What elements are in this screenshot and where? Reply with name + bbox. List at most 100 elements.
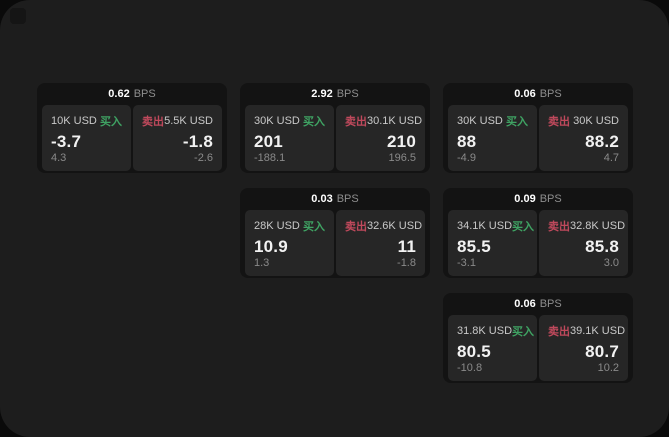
buy-amount-label: 28K USD	[254, 220, 300, 232]
card-body: 34.1K USD 买入 85.5 -3.1 卖出 32.8K USD 85.8…	[443, 210, 633, 281]
card-header: 0.03 BPS	[240, 188, 430, 210]
card-header: 0.62 BPS	[37, 83, 227, 105]
sell-panel-top: 卖出 5.5K USD	[142, 113, 213, 129]
bps-value: 0.06	[514, 88, 536, 100]
sell-amount-label: 30.1K USD	[367, 115, 423, 127]
buy-panel-top: 30K USD 买入	[457, 113, 528, 129]
bps-suffix-label: BPS	[336, 88, 359, 100]
buy-side-label: 买入	[303, 221, 325, 233]
sell-amount-label: 39.1K USD	[570, 325, 626, 337]
sell-panel[interactable]: 卖出 39.1K USD 80.7 10.2	[539, 315, 628, 381]
sell-side-label: 卖出	[345, 116, 367, 128]
sell-panel[interactable]: 卖出 32.8K USD 85.8 3.0	[539, 210, 628, 276]
buy-amount-label: 30K USD	[457, 115, 503, 127]
sell-panel[interactable]: 卖出 32.6K USD 11 -1.8	[336, 210, 425, 276]
buy-panel-top: 10K USD 买入	[51, 113, 122, 129]
bps-suffix-label: BPS	[539, 298, 562, 310]
buy-amount-label: 30K USD	[254, 115, 300, 127]
buy-side-label: 买入	[100, 116, 122, 128]
buy-panel[interactable]: 10K USD 买入 -3.7 4.3	[42, 105, 131, 171]
bps-value: 2.92	[311, 88, 333, 100]
sell-delta: 196.5	[388, 152, 416, 164]
bps-value: 0.09	[514, 193, 536, 205]
quote-card: 0.06 BPS 30K USD 买入 88 -4.9 卖出 30K USD 8…	[443, 83, 633, 173]
buy-panel[interactable]: 30K USD 买入 88 -4.9	[448, 105, 537, 171]
sell-side-label: 卖出	[548, 326, 570, 338]
buy-delta: -10.8	[457, 362, 483, 374]
buy-amount-label: 31.8K USD	[457, 325, 513, 337]
buy-price: 10.9	[254, 237, 288, 256]
card-body: 30K USD 买入 88 -4.9 卖出 30K USD 88.2 4.7	[443, 105, 633, 176]
buy-panel-top: 31.8K USD 买入	[457, 323, 534, 339]
buy-price: 88	[457, 132, 477, 151]
sell-panel[interactable]: 卖出 30K USD 88.2 4.7	[539, 105, 628, 171]
buy-panel-top: 28K USD 买入	[254, 218, 325, 234]
buy-delta: -188.1	[254, 152, 286, 164]
bps-suffix-label: BPS	[133, 88, 156, 100]
quote-card: 0.09 BPS 34.1K USD 买入 85.5 -3.1 卖出 32.8K…	[443, 188, 633, 278]
sell-price: -1.8	[182, 132, 213, 151]
buy-side-label: 买入	[506, 116, 528, 128]
quote-card: 0.62 BPS 10K USD 买入 -3.7 4.3 卖出 5.5K USD…	[37, 83, 227, 173]
sell-panel-top: 卖出 30.1K USD	[345, 113, 422, 129]
bps-value: 0.62	[108, 88, 130, 100]
sell-delta: 10.2	[597, 362, 619, 374]
card-body: 10K USD 买入 -3.7 4.3 卖出 5.5K USD -1.8 -2.…	[37, 105, 227, 176]
bps-suffix-label: BPS	[539, 193, 562, 205]
buy-panel-top: 30K USD 买入	[254, 113, 325, 129]
buy-panel[interactable]: 28K USD 买入 10.9 1.3	[245, 210, 334, 276]
bps-suffix-label: BPS	[336, 193, 359, 205]
sell-panel[interactable]: 卖出 5.5K USD -1.8 -2.6	[133, 105, 222, 171]
sell-amount-label: 5.5K USD	[164, 115, 213, 127]
buy-amount-label: 34.1K USD	[457, 220, 513, 232]
buy-side-label: 买入	[303, 116, 325, 128]
quote-card: 2.92 BPS 30K USD 买入 201 -188.1 卖出 30.1K …	[240, 83, 430, 173]
card-header: 0.09 BPS	[443, 188, 633, 210]
buy-panel[interactable]: 34.1K USD 买入 85.5 -3.1	[448, 210, 537, 276]
buy-delta: 1.3	[254, 257, 270, 269]
bps-value: 0.06	[514, 298, 536, 310]
sell-side-label: 卖出	[548, 221, 570, 233]
sell-side-label: 卖出	[345, 221, 367, 233]
sell-price: 210	[387, 132, 416, 151]
quote-card: 0.06 BPS 31.8K USD 买入 80.5 -10.8 卖出 39.1…	[443, 293, 633, 383]
sell-price: 80.7	[585, 342, 619, 361]
buy-amount-label: 10K USD	[51, 115, 97, 127]
sell-delta: -1.8	[397, 257, 416, 269]
corner-app-icon	[10, 8, 26, 24]
card-body: 28K USD 买入 10.9 1.3 卖出 32.6K USD 11 -1.8	[240, 210, 430, 281]
buy-panel[interactable]: 30K USD 买入 201 -188.1	[245, 105, 334, 171]
buy-side-label: 买入	[512, 221, 535, 233]
card-body: 31.8K USD 买入 80.5 -10.8 卖出 39.1K USD 80.…	[443, 315, 633, 386]
sell-panel-top: 卖出 32.8K USD	[548, 218, 625, 234]
card-header: 0.06 BPS	[443, 83, 633, 105]
bps-suffix-label: BPS	[539, 88, 562, 100]
sell-price: 11	[397, 237, 416, 256]
buy-panel[interactable]: 31.8K USD 买入 80.5 -10.8	[448, 315, 537, 381]
sell-panel[interactable]: 卖出 30.1K USD 210 196.5	[336, 105, 425, 171]
sell-panel-top: 卖出 30K USD	[548, 113, 619, 129]
card-header: 2.92 BPS	[240, 83, 430, 105]
card-header: 0.06 BPS	[443, 293, 633, 315]
buy-price: 80.5	[457, 342, 491, 361]
cards-grid: 0.62 BPS 10K USD 买入 -3.7 4.3 卖出 5.5K USD…	[37, 83, 633, 383]
sell-delta: 3.0	[603, 257, 619, 269]
quote-card: 0.03 BPS 28K USD 买入 10.9 1.3 卖出 32.6K US…	[240, 188, 430, 278]
sell-panel-top: 卖出 39.1K USD	[548, 323, 625, 339]
buy-price: 201	[254, 132, 283, 151]
buy-panel-top: 34.1K USD 买入	[457, 218, 534, 234]
sell-delta: 4.7	[603, 152, 619, 164]
card-body: 30K USD 买入 201 -188.1 卖出 30.1K USD 210 1…	[240, 105, 430, 176]
buy-price: 85.5	[457, 237, 491, 256]
buy-delta: -3.1	[457, 257, 476, 269]
sell-amount-label: 32.6K USD	[367, 220, 423, 232]
sell-side-label: 卖出	[548, 116, 570, 128]
sell-amount-label: 30K USD	[573, 115, 619, 127]
buy-delta: 4.3	[51, 152, 67, 164]
sell-price: 88.2	[585, 132, 619, 151]
sell-amount-label: 32.8K USD	[570, 220, 626, 232]
buy-price: -3.7	[51, 132, 82, 151]
bps-value: 0.03	[311, 193, 333, 205]
